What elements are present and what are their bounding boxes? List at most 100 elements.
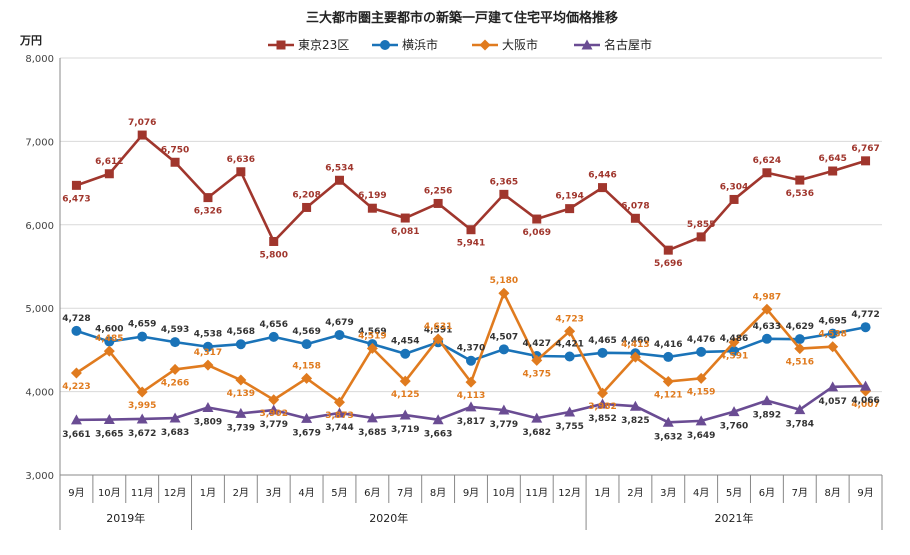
x-tick-label: 12月 [558,487,581,499]
y-tick-label: 3,000 [25,471,54,482]
x-tick-label: 6月 [364,487,380,499]
data-label: 4,568 [227,327,255,337]
data-label: 3,685 [358,428,386,438]
data-point [301,412,313,423]
data-point [366,342,378,354]
data-label: 4,007 [851,400,879,410]
data-label: 6,081 [391,227,419,237]
data-point [400,348,411,359]
data-label: 4,465 [588,336,616,346]
data-label: 4,460 [621,336,649,346]
data-point [860,322,871,333]
data-point [433,198,443,208]
data-point [203,193,213,203]
data-label: 6,199 [358,191,386,201]
legend-item: 大阪市 [472,37,538,52]
y-tick-label: 4,000 [25,388,54,399]
data-label: 7,076 [128,118,156,128]
data-label: 4,427 [523,339,551,349]
data-label: 6,078 [621,201,649,211]
x-tick-label: 2月 [233,487,249,499]
data-point [366,412,378,423]
data-label: 4,139 [227,389,255,399]
data-point [499,189,509,199]
data-point [399,375,411,387]
data-label: 6,326 [194,207,222,217]
data-point [432,414,444,425]
data-point [466,225,476,235]
data-point [71,180,81,190]
data-point [400,213,410,223]
data-label: 4,416 [654,340,682,350]
legend: 東京23区 横浜市 大阪市 名古屋市 [268,37,652,52]
data-label: 4,538 [818,330,846,340]
x-tick-label: 9月 [857,487,873,499]
data-point [380,40,390,50]
legend-label: 東京23区 [298,38,349,52]
data-point [498,344,509,355]
data-point [465,376,477,388]
data-label: 4,569 [358,327,386,337]
data-label: 4,591 [720,351,748,361]
data-point [564,351,575,362]
x-tick-label: 3月 [660,487,676,499]
x-tick-label: 1月 [594,487,610,499]
data-point [695,372,707,384]
data-label: 4,413 [621,340,649,350]
data-point [399,409,411,420]
data-label: 3,902 [259,409,287,419]
data-label: 3,649 [687,431,715,441]
data-point [235,339,246,350]
data-label: 4,266 [161,378,189,388]
data-point [432,333,444,345]
data-label: 4,679 [325,318,353,328]
data-label: 3,661 [62,430,90,440]
data-point [696,232,706,242]
data-label: 3,632 [654,432,682,442]
data-point [761,333,772,344]
data-label: 4,375 [523,369,551,379]
data-label: 3,892 [753,411,781,421]
data-point [334,175,344,185]
data-label: 6,534 [325,163,353,173]
data-label: 6,256 [424,186,452,196]
data-label: 4,538 [194,330,222,340]
data-point [137,331,148,342]
data-point [367,203,377,213]
data-point [565,204,575,214]
data-label: 5,941 [457,239,485,249]
data-label: 4,066 [851,396,879,406]
x-tick-label: 11月 [131,487,154,499]
year-label: 2019年 [106,511,145,525]
series-2 [70,287,872,408]
data-point [235,407,247,418]
data-label: 4,159 [687,387,715,397]
data-label: 4,516 [786,358,814,368]
x-tick-label: 7月 [792,487,808,499]
data-point [302,202,312,212]
x-tick-label: 5月 [726,487,742,499]
grid [60,57,882,476]
data-point [532,214,542,224]
y-tick-label: 5,000 [25,304,54,315]
data-label: 3,852 [588,414,616,424]
data-point [531,354,543,366]
data-point [136,413,148,424]
data-point [696,346,707,357]
data-label: 6,069 [523,228,551,238]
data-point [729,194,739,204]
data-point [71,325,82,336]
data-label: 3,995 [128,401,156,411]
data-label: 4,158 [292,361,320,371]
data-point [202,341,213,352]
data-point [104,169,114,179]
data-point [170,337,181,348]
data-point [861,156,871,166]
data-label: 3,682 [523,428,551,438]
data-label: 4,370 [457,344,485,354]
data-label: 3,982 [588,402,616,412]
data-point [169,363,181,375]
data-label: 5,855 [687,220,715,230]
data-label: 3,755 [555,422,583,432]
